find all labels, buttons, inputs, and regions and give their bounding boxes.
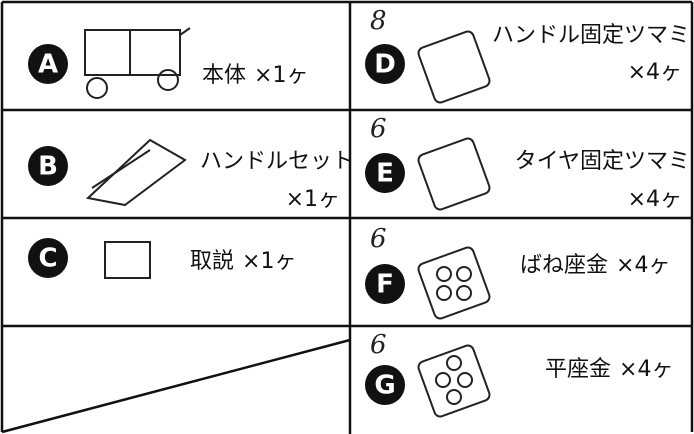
- text: ×4ヶ: [619, 357, 673, 382]
- part-name: タイヤ固定ツマミ: [515, 149, 690, 174]
- letter: D: [374, 50, 396, 80]
- part-qty: ×4ヶ: [628, 60, 682, 85]
- part-text: ばね座金 ×4ヶ: [520, 253, 670, 278]
- handwritten-note: 6: [370, 114, 387, 144]
- text: ×4ヶ: [616, 253, 670, 278]
- text: 平座金: [545, 357, 611, 382]
- manual-icon: [104, 241, 151, 279]
- text: 取説: [190, 249, 234, 274]
- knob-icon: [417, 137, 491, 211]
- handwritten-note: 6: [370, 330, 387, 360]
- letter: B: [38, 152, 58, 182]
- badge: [28, 44, 68, 84]
- text: 本体: [202, 63, 246, 88]
- handle-icon: [85, 138, 187, 207]
- part-name: ハンドルセット: [200, 149, 354, 174]
- washer-icon: [417, 246, 491, 320]
- part-text: 本体 ×1ヶ: [202, 63, 308, 88]
- letter: E: [376, 159, 394, 189]
- part-qty: ×4ヶ: [628, 187, 682, 212]
- part-text: 取説 ×1ヶ: [190, 249, 296, 274]
- cart-icon: [84, 27, 191, 99]
- badge: [28, 146, 68, 186]
- text: ばね座金: [520, 253, 608, 278]
- letter: C: [38, 244, 57, 274]
- text: ×1ヶ: [242, 249, 296, 274]
- handwritten-note: 8: [370, 6, 387, 36]
- letter: G: [374, 371, 395, 401]
- washer-icon: [417, 344, 491, 418]
- badge: [28, 238, 68, 278]
- knob-icon: [417, 30, 491, 104]
- letter: A: [38, 50, 58, 80]
- text: ×1ヶ: [254, 63, 308, 88]
- badge: [365, 44, 405, 84]
- badge: [365, 264, 405, 304]
- letter: F: [376, 270, 394, 300]
- part-text: 平座金 ×4ヶ: [545, 357, 673, 382]
- part-qty: ×1ヶ: [286, 187, 340, 212]
- part-name: ハンドル固定ツマミ: [492, 23, 690, 48]
- handwritten-note: 6: [370, 224, 387, 254]
- badge: [365, 365, 405, 405]
- badge: [365, 153, 405, 193]
